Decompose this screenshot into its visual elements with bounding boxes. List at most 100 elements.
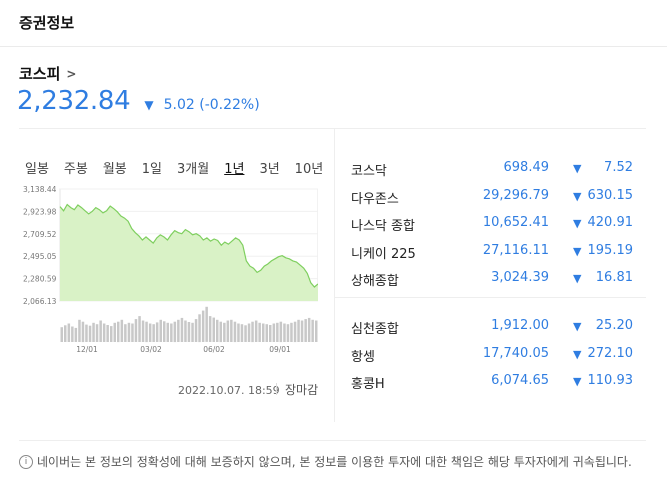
index-row-change: 7.52: [604, 160, 633, 175]
chart-line: [59, 203, 318, 288]
chart-y-tick-label: 2,280.59: [23, 275, 57, 284]
index-row-change: 630.15: [587, 187, 634, 203]
chart-y-tick-label: 3,138.44: [23, 185, 57, 194]
chart-volume-bar: [191, 322, 194, 342]
chart-volume-bar: [251, 321, 254, 343]
chart-volume-bar: [138, 316, 141, 342]
index-name-link[interactable]: 코스피 >: [19, 63, 76, 84]
chart-volume-bar: [315, 320, 318, 342]
chart-volume-bar: [159, 319, 162, 342]
widget-header: 증권정보: [0, 0, 667, 47]
chart-volume-bar: [219, 321, 222, 343]
chart-volume-bar: [95, 324, 99, 342]
period-tab[interactable]: 10년: [294, 162, 324, 177]
disclaimer-text: 네이버는 본 정보의 정확성에 대해 보증하지 않으며, 본 정보를 이용한 투…: [37, 455, 632, 469]
chart-volume-bar: [187, 322, 191, 342]
chart-volume-bar: [276, 322, 279, 342]
period-tab[interactable]: 일봉: [25, 162, 49, 177]
disclaimer: i 네이버는 본 정보의 정확성에 대해 보증하지 않으며, 본 정보를 이용한…: [19, 454, 649, 470]
chart-volume-bar: [262, 323, 265, 342]
chart-volume-bar: [78, 319, 81, 342]
chart-volume-bar: [99, 320, 102, 342]
index-row[interactable]: 니케이 225 27,116.11 195.19 ▼: [351, 243, 647, 263]
chart-volume-bar: [212, 317, 215, 342]
chart-volume-bar: [233, 321, 237, 343]
chart-volume-bar: [297, 319, 300, 342]
chart-volume-bar: [269, 325, 272, 342]
index-row-value: 1,912.00: [491, 318, 549, 333]
chart-volume-bar: [216, 319, 219, 342]
period-tab[interactable]: 주봉: [63, 162, 88, 177]
index-chart: 3,138.44 2,923.98 2,709.52 2,495.05 2,280.59…: [23, 185, 318, 354]
chart-volume-bar: [64, 325, 67, 342]
down-arrow-icon: ▼: [573, 244, 582, 258]
index-row-value: 698.49: [503, 160, 550, 175]
index-row[interactable]: 항셍 17,740.05 272.10 ▼: [351, 346, 647, 366]
chart-y-tick-label: 2,066.13: [23, 297, 57, 306]
period-tab[interactable]: 월봉: [102, 162, 127, 177]
index-row[interactable]: 홍콩H 6,074.65 110.93 ▼: [351, 373, 647, 393]
chart-volume-bar: [184, 320, 187, 342]
period-tab[interactable]: 3개월: [177, 162, 210, 177]
chart-volume-bar: [113, 322, 116, 342]
index-row-change: 110.93: [587, 373, 634, 388]
chart-volume-bar: [110, 326, 113, 342]
index-row-name: 다우존스: [351, 191, 399, 207]
chart-volume-bar: [88, 325, 92, 342]
index-row-name: 코스닥: [351, 164, 387, 179]
chart-area-fill: [60, 204, 318, 301]
chart-volume-bar: [71, 326, 74, 342]
chart-volume-bar: [81, 321, 85, 343]
index-row-value: 29,296.79: [482, 187, 549, 203]
chart-volume-bar: [120, 319, 124, 342]
chart-volume-bar: [85, 324, 88, 342]
chart-volume-bar: [258, 322, 261, 342]
index-row-name: 홍콩H: [351, 377, 385, 392]
index-row[interactable]: 상해종합 3,024.39 16.81 ▼: [351, 270, 647, 290]
chart-volume-bar: [198, 314, 201, 343]
market-status: 장마감: [285, 383, 319, 397]
period-tabs: 일봉 주봉 월봉 1일 3개월 1년 3년 10년: [25, 158, 338, 177]
chart-volume-bar: [74, 327, 78, 342]
chart-volume-bar: [226, 320, 230, 342]
index-price: 2,232.84: [17, 86, 131, 116]
index-row[interactable]: 코스닥 698.49 7.52 ▼: [351, 160, 647, 180]
index-row-name: 니케이 225: [351, 246, 416, 262]
chart-y-tick-label: 2,495.05: [23, 252, 57, 261]
index-row-value: 6,074.65: [491, 373, 549, 388]
chart-volume-bar: [124, 324, 127, 342]
list-divider: [335, 297, 646, 298]
period-tab[interactable]: 1일: [141, 162, 162, 177]
down-arrow-icon: ▼: [573, 162, 582, 175]
down-arrow-icon: ▼: [573, 272, 582, 285]
down-arrow-icon: ▼: [573, 217, 582, 230]
index-row[interactable]: 다우존스 29,296.79 630.15 ▼: [351, 188, 647, 208]
period-tab[interactable]: 1년: [224, 162, 245, 177]
index-row-change: 16.81: [595, 270, 633, 285]
index-change: 5.02 (-0.22%): [163, 97, 260, 113]
chart-volume-bar: [205, 306, 208, 342]
chart-volume-bar: [180, 317, 184, 342]
index-row-change: 420.91: [587, 215, 634, 230]
chart-volume-bar: [106, 325, 109, 342]
index-row-value: 17,740.05: [482, 345, 549, 361]
chart-volume-bar: [300, 320, 304, 342]
chart-volume-bar: [177, 319, 180, 342]
chart-volume-bar: [304, 319, 307, 342]
index-row-value: 10,652.41: [482, 215, 549, 230]
chart-volume-bar: [230, 319, 233, 342]
period-tab[interactable]: 3년: [259, 162, 280, 177]
index-row[interactable]: 나스닥 종합 10,652.41 420.91 ▼: [351, 215, 647, 235]
chart-volume-bar: [145, 321, 148, 343]
chart-volume-bar: [272, 323, 276, 342]
vertical-divider: [334, 129, 335, 422]
chart-volume-bar: [141, 320, 145, 342]
index-name: 코스피: [19, 65, 61, 83]
chart-volume-bar: [244, 325, 247, 342]
index-row-change: 195.19: [587, 242, 634, 258]
index-row-value: 3,024.39: [491, 270, 549, 285]
index-row[interactable]: 심천종합 1,912.00 25.20 ▼: [351, 318, 647, 338]
footer-divider: [19, 440, 646, 441]
down-arrow-icon: ▼: [573, 320, 582, 333]
index-row-value: 27,116.11: [482, 242, 549, 258]
